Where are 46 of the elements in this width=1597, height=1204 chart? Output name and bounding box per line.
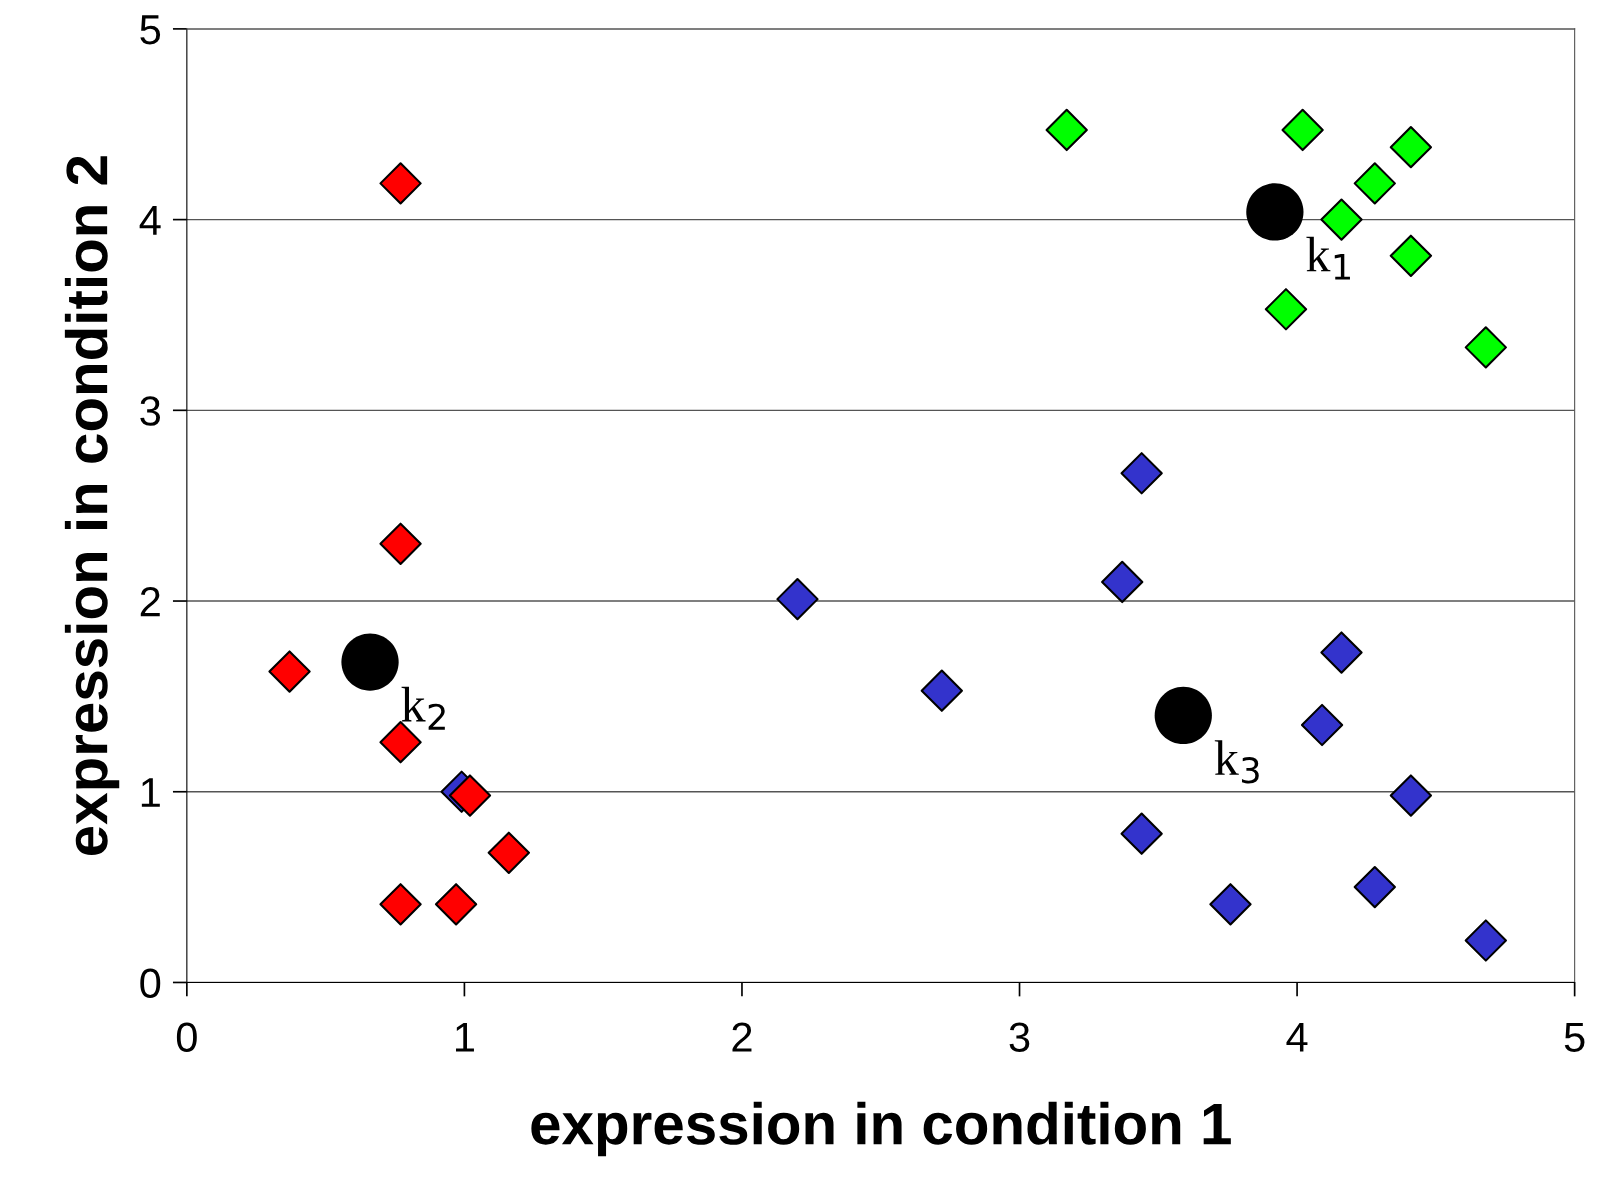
x-axis-title: expression in condition 1 [531, 1101, 1231, 1157]
point [379, 721, 422, 764]
point [1464, 326, 1507, 369]
x-tick-label: 4 [1286, 1022, 1308, 1052]
point [1264, 288, 1308, 331]
point [1045, 108, 1088, 152]
point [1353, 162, 1396, 205]
annotation: k$_{1}$ [1306, 236, 1350, 280]
y-tick-label: 1 [141, 778, 160, 807]
point [1464, 919, 1507, 962]
point [487, 831, 530, 874]
point [920, 669, 963, 712]
point [379, 522, 422, 565]
y-tick-label: 3 [140, 396, 161, 426]
y-tick-label: 2 [140, 587, 160, 617]
y-tick-label: 0 [140, 968, 161, 998]
x-tick-label: 3 [1009, 1022, 1030, 1052]
point [776, 577, 819, 621]
point [1320, 631, 1363, 674]
point [1154, 686, 1212, 745]
point [448, 774, 492, 817]
point [1300, 703, 1344, 747]
point [268, 650, 311, 693]
point [434, 883, 478, 926]
x-tick-label: 0 [176, 1022, 197, 1052]
point [1120, 812, 1163, 855]
point [1209, 883, 1252, 926]
annotation: k$_{2}$ [401, 686, 445, 730]
x-tick-label: 5 [1564, 1022, 1585, 1052]
point [1389, 774, 1433, 817]
annotation: k$_{3}$ [1214, 740, 1259, 784]
point [1389, 234, 1433, 278]
y-axis-title: expression in condition 2 [64, 156, 120, 856]
y-tick-label: 4 [139, 206, 161, 235]
point [1353, 865, 1396, 909]
point [1246, 183, 1304, 241]
point [1389, 125, 1433, 169]
point [379, 162, 422, 205]
y-tick-label: 5 [140, 15, 161, 45]
x-tick-label: 2 [732, 1022, 752, 1052]
point [379, 883, 422, 926]
point [1281, 108, 1324, 152]
point [1120, 452, 1163, 495]
x-tick-label: 1 [456, 1022, 474, 1052]
point [1101, 560, 1144, 604]
point [341, 633, 399, 691]
